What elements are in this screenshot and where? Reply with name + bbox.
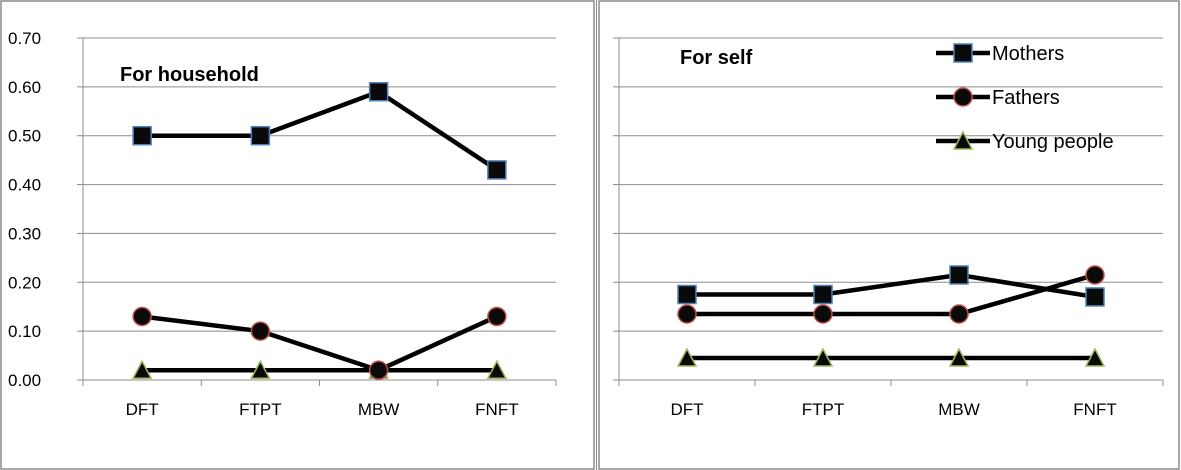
- series-mothers: [677, 265, 1105, 307]
- x-tick-label: FTPT: [239, 400, 282, 419]
- x-tick-label: MBW: [938, 400, 980, 419]
- mothers-point: [132, 125, 152, 146]
- y-tick-label: 0.00: [8, 371, 41, 390]
- mothers-point: [487, 160, 507, 180]
- legend-marker: [953, 87, 973, 107]
- series-young-people: [676, 347, 1106, 367]
- legend-item-mothers: Mothers: [936, 43, 1064, 65]
- legend-label: Fathers: [992, 87, 1060, 109]
- y-tick-label: 0.70: [8, 29, 41, 48]
- legend-item-fathers: Fathers: [936, 87, 1060, 109]
- chart-title: For household: [120, 64, 259, 86]
- y-tick-label: 0.10: [8, 322, 41, 341]
- mothers-point: [949, 265, 969, 285]
- young-people-point: [250, 359, 271, 379]
- fathers-point: [250, 321, 271, 341]
- fathers-point: [132, 306, 152, 327]
- chart-household: 0.00 0.10 0.20 0.30 0.40 0.50 0.60 0.70 DFT FTPT M…: [8, 29, 557, 419]
- series-mothers: [132, 81, 507, 180]
- legend-label: Young people: [992, 131, 1114, 153]
- series-fathers: [132, 306, 507, 380]
- x-tick-label: DFT: [670, 400, 703, 419]
- legend-item-young-people: Young people: [936, 130, 1114, 153]
- series-fathers: [677, 265, 1105, 324]
- y-tick-label: 0.20: [8, 273, 41, 292]
- fathers-point: [677, 304, 697, 324]
- fathers-point: [813, 304, 833, 324]
- x-tick-label: MBW: [358, 400, 400, 419]
- fathers-point: [487, 306, 507, 327]
- fathers-line: [687, 272, 1096, 317]
- chart-title: For self: [680, 47, 753, 69]
- legend-label: Mothers: [992, 43, 1064, 65]
- y-tick-label: 0.60: [8, 78, 41, 97]
- x-tick-label: DFT: [126, 400, 159, 419]
- y-tick-label: 0.50: [8, 127, 41, 146]
- legend-marker: [953, 43, 973, 63]
- x-tick-label: FNFT: [475, 400, 518, 419]
- mothers-point: [250, 125, 271, 146]
- x-tick-label: FNFT: [1073, 400, 1116, 419]
- mothers-point: [813, 284, 833, 305]
- mothers-point: [368, 81, 389, 102]
- x-tick-label: FTPT: [802, 400, 845, 419]
- chart-self: DFT FTPT MBW FNFT For self Mothers Fathers Youn…: [613, 37, 1164, 419]
- young-people-point: [948, 347, 970, 367]
- mothers-line: [687, 272, 1096, 300]
- mothers-line: [142, 89, 499, 172]
- young-people-point: [812, 347, 834, 367]
- fathers-point: [949, 304, 969, 324]
- young-people-point: [1084, 347, 1106, 367]
- fathers-point: [368, 360, 389, 380]
- mothers-point: [1085, 287, 1105, 307]
- y-tick-label: 0.30: [8, 224, 41, 243]
- y-tick-label: 0.40: [8, 176, 41, 195]
- mothers-point: [677, 284, 697, 305]
- left-panel-border: [0, 0, 595, 470]
- young-people-point: [486, 359, 508, 379]
- young-people-point: [131, 359, 153, 379]
- fathers-point: [1085, 265, 1105, 285]
- young-people-point: [676, 347, 698, 367]
- fathers-line: [141, 314, 498, 373]
- legend-marker: [952, 130, 974, 150]
- right-panel-border: [598, 0, 1180, 470]
- legend: Mothers Fathers Young people: [936, 43, 1114, 153]
